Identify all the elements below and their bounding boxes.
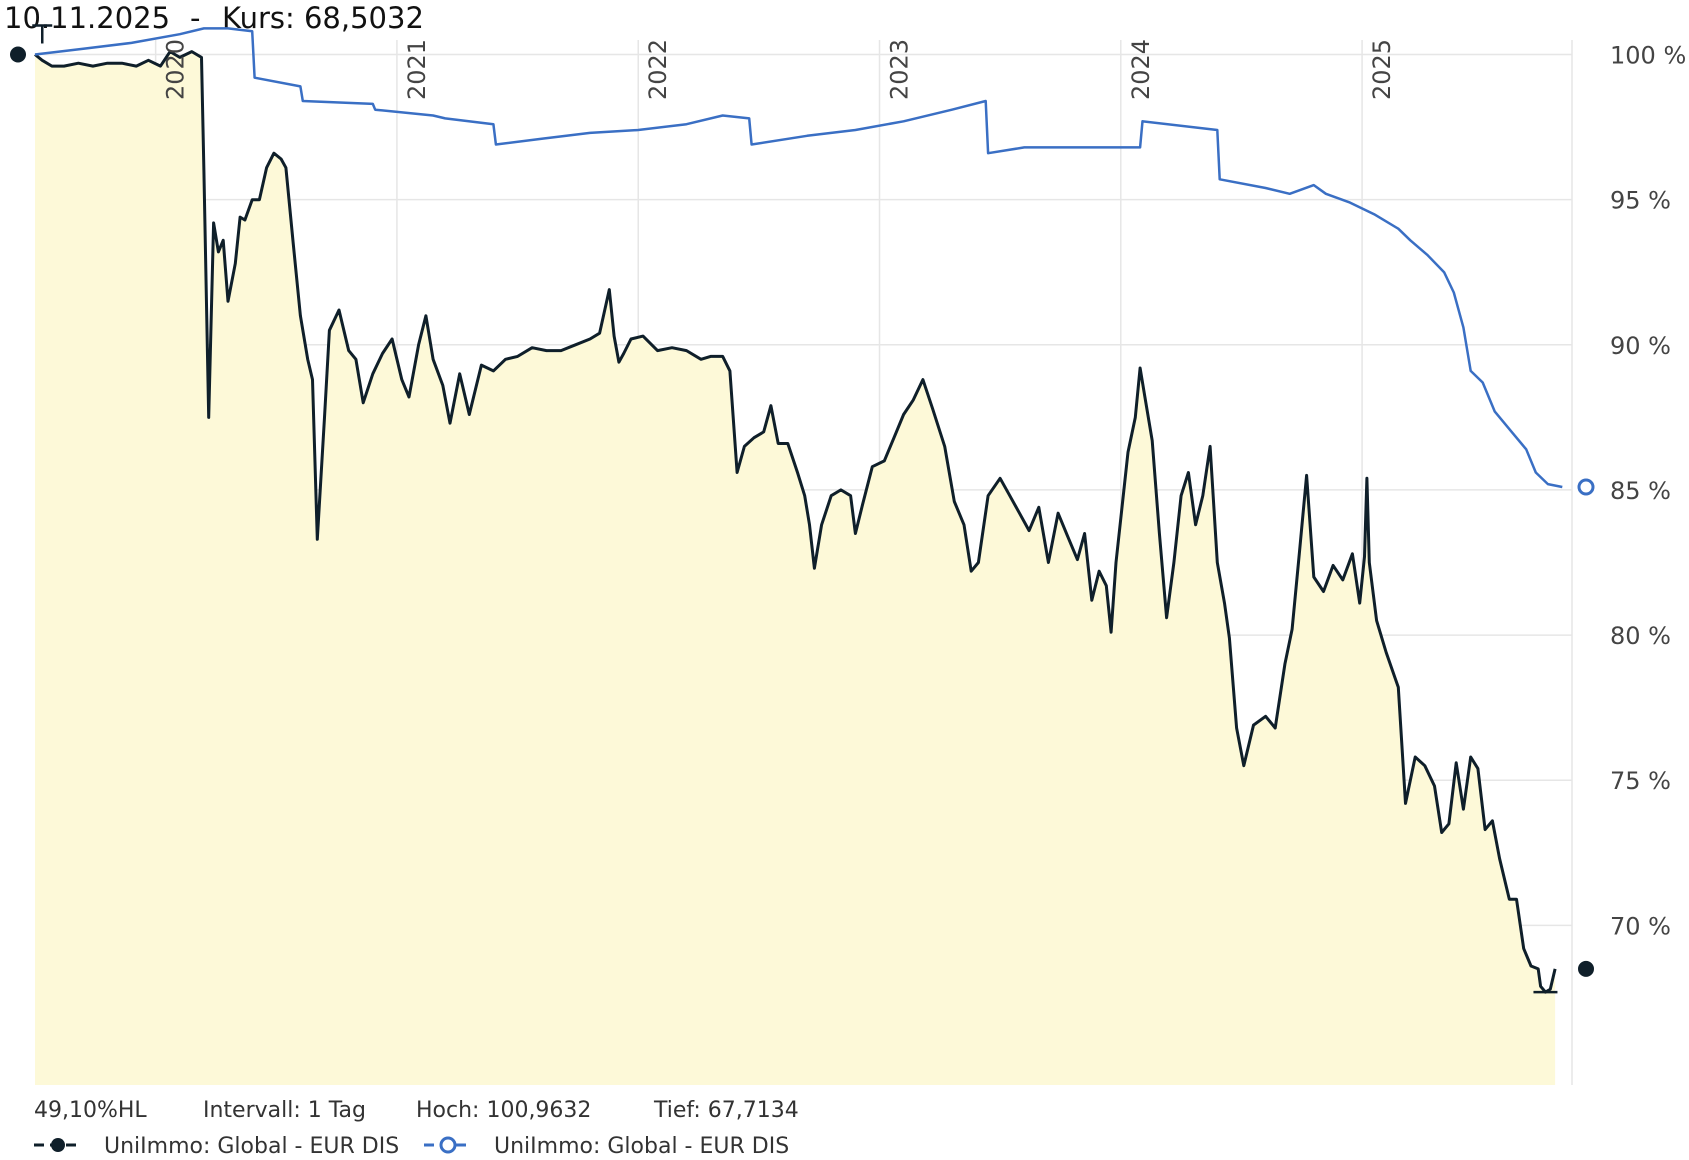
x-tick-label-2023: 2023	[886, 39, 914, 100]
header-separator: -	[190, 1, 200, 35]
y-axis: 100 % 95 % 90 % 85 % 80 % 75 % 70 %	[1610, 42, 1686, 941]
y-tick-label-70: 70 %	[1610, 912, 1671, 940]
legend-benchmark-label: UniImmo: Global - EUR DIS	[494, 1134, 789, 1159]
stat-interval: Intervall: 1 Tag	[203, 1098, 366, 1123]
x-tick-label-2024: 2024	[1127, 39, 1155, 100]
x-tick-label-2020: 2020	[162, 39, 190, 100]
y-tick-label-90: 90 %	[1610, 332, 1671, 360]
stat-low: Tief: 67,7134	[653, 1098, 799, 1123]
legend-item-price[interactable]: UniImmo: Global - EUR DIS	[34, 1134, 399, 1159]
y-tick-label-80: 80 %	[1610, 622, 1671, 650]
legend-benchmark-dot-icon	[439, 1136, 457, 1154]
marker-layer	[10, 24, 1595, 994]
series-0-start-marker	[10, 46, 26, 63]
y-tick-label-95: 95 %	[1610, 187, 1671, 215]
area-layer	[35, 51, 1556, 1086]
y-tick-label-100: 100 %	[1610, 42, 1686, 70]
series-0-end-marker	[1578, 960, 1594, 977]
x-tick-label-2025: 2025	[1368, 39, 1396, 100]
line-layer	[34, 27, 1563, 994]
y-tick-label-85: 85 %	[1610, 477, 1671, 505]
x-axis: 2020 2021 2022 2023 2024 2025	[162, 39, 1396, 100]
legend-price-dot-icon	[51, 1138, 65, 1152]
series-0-line	[34, 50, 1557, 994]
header-date: 10.11.2025	[4, 1, 170, 35]
stat-high: Hoch: 100,9632	[416, 1098, 591, 1123]
legend: UniImmo: Global - EUR DIS UniImmo: Globa…	[34, 1134, 789, 1159]
legend-price-label: UniImmo: Global - EUR DIS	[104, 1134, 399, 1159]
legend-item-benchmark[interactable]: UniImmo: Global - EUR DIS	[424, 1134, 789, 1159]
series-1-end-marker	[1577, 478, 1595, 496]
y-tick-label-75: 75 %	[1610, 767, 1671, 795]
series-1-line	[34, 27, 1563, 489]
series-0-area	[35, 51, 1556, 1086]
stat-hl: 49,10%HL	[34, 1098, 147, 1123]
header-price: Kurs: 68,5032	[222, 1, 424, 35]
x-tick-label-2021: 2021	[403, 39, 431, 100]
x-tick-label-2022: 2022	[644, 39, 672, 100]
